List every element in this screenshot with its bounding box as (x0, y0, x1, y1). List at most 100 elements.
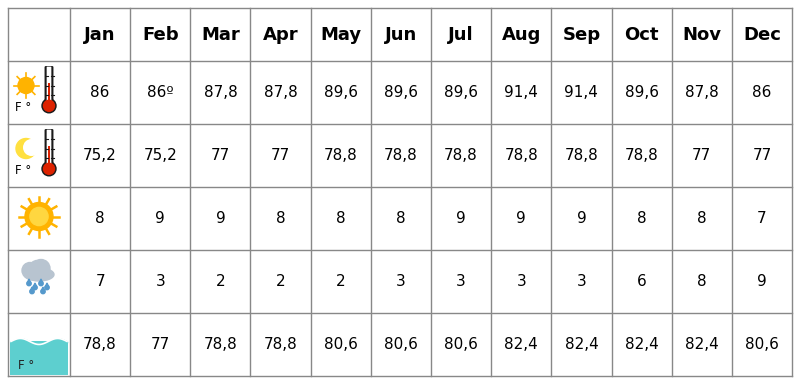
Text: 8: 8 (95, 211, 105, 226)
Text: 91,4: 91,4 (565, 85, 598, 100)
FancyBboxPatch shape (46, 130, 51, 167)
Text: 87,8: 87,8 (264, 85, 298, 100)
Text: 8: 8 (697, 274, 706, 289)
Circle shape (43, 100, 54, 111)
Text: 86: 86 (90, 85, 110, 100)
Text: Mar: Mar (201, 25, 240, 43)
Polygon shape (30, 287, 34, 291)
Circle shape (25, 202, 53, 230)
Text: 8: 8 (697, 211, 706, 226)
Text: 7: 7 (757, 211, 766, 226)
Text: 2: 2 (276, 274, 286, 289)
Text: 91,4: 91,4 (504, 85, 538, 100)
Bar (10, 341, 68, 375)
Text: 78,8: 78,8 (444, 148, 478, 163)
Polygon shape (42, 287, 45, 291)
Polygon shape (34, 283, 37, 286)
Text: 8: 8 (396, 211, 406, 226)
Text: 3: 3 (396, 274, 406, 289)
Text: 80,6: 80,6 (324, 337, 358, 352)
Circle shape (22, 263, 38, 278)
Text: Jan: Jan (84, 25, 116, 43)
Text: 3: 3 (155, 274, 165, 289)
Text: Jun: Jun (385, 25, 417, 43)
Polygon shape (27, 279, 30, 283)
Text: 9: 9 (757, 274, 766, 289)
Text: 78,8: 78,8 (264, 337, 298, 352)
Text: 87,8: 87,8 (685, 85, 718, 100)
FancyBboxPatch shape (46, 67, 51, 104)
Text: 78,8: 78,8 (565, 148, 598, 163)
Text: 2: 2 (336, 274, 346, 289)
Text: 3: 3 (577, 274, 586, 289)
Text: 89,6: 89,6 (625, 85, 658, 100)
Circle shape (42, 99, 56, 113)
Circle shape (33, 285, 38, 290)
Circle shape (16, 139, 36, 159)
Text: 8: 8 (637, 211, 646, 226)
Text: 9: 9 (215, 211, 226, 226)
Text: 80,6: 80,6 (745, 337, 779, 352)
Polygon shape (39, 279, 42, 283)
Text: 8: 8 (276, 211, 286, 226)
Text: 9: 9 (577, 211, 586, 226)
Text: Jul: Jul (448, 25, 474, 43)
Text: Aug: Aug (502, 25, 541, 43)
Circle shape (30, 260, 44, 275)
Text: 82,4: 82,4 (685, 337, 718, 352)
Text: 78,8: 78,8 (83, 337, 117, 352)
Text: 80,6: 80,6 (384, 337, 418, 352)
Text: Oct: Oct (624, 25, 659, 43)
Text: 87,8: 87,8 (203, 85, 238, 100)
FancyBboxPatch shape (45, 66, 54, 107)
Text: F °: F ° (15, 101, 31, 114)
Text: 75,2: 75,2 (143, 148, 177, 163)
Text: 82,4: 82,4 (565, 337, 598, 352)
Text: F °: F ° (15, 164, 31, 177)
Circle shape (38, 281, 43, 286)
Text: 86: 86 (752, 85, 772, 100)
Text: Sep: Sep (562, 25, 601, 43)
Text: Feb: Feb (142, 25, 178, 43)
Text: 8: 8 (336, 211, 346, 226)
Circle shape (42, 162, 56, 176)
Text: 77: 77 (271, 148, 290, 163)
Text: Dec: Dec (743, 25, 781, 43)
Circle shape (32, 260, 50, 278)
Text: F °: F ° (18, 359, 34, 372)
Text: 80,6: 80,6 (444, 337, 478, 352)
Text: 78,8: 78,8 (384, 148, 418, 163)
Text: 78,8: 78,8 (203, 337, 238, 352)
Text: 3: 3 (456, 274, 466, 289)
Ellipse shape (24, 268, 54, 281)
Circle shape (18, 78, 34, 93)
Text: 9: 9 (456, 211, 466, 226)
Text: 77: 77 (752, 148, 771, 163)
Bar (48, 83, 50, 104)
Bar (48, 146, 50, 167)
Circle shape (41, 289, 45, 294)
Text: Apr: Apr (262, 25, 298, 43)
Text: 78,8: 78,8 (324, 148, 358, 163)
Text: 82,4: 82,4 (625, 337, 658, 352)
Text: 78,8: 78,8 (504, 148, 538, 163)
Text: 89,6: 89,6 (324, 85, 358, 100)
Text: 77: 77 (150, 337, 170, 352)
Text: 3: 3 (516, 274, 526, 289)
Text: 6: 6 (637, 274, 646, 289)
FancyBboxPatch shape (45, 129, 54, 170)
Text: 7: 7 (95, 274, 105, 289)
Circle shape (45, 285, 50, 290)
Text: 2: 2 (216, 274, 226, 289)
Text: 75,2: 75,2 (83, 148, 117, 163)
Text: 77: 77 (692, 148, 711, 163)
Text: 86º: 86º (147, 85, 174, 100)
Text: 9: 9 (516, 211, 526, 226)
Text: 77: 77 (210, 148, 230, 163)
Circle shape (43, 163, 54, 174)
Circle shape (30, 289, 34, 294)
Text: Nov: Nov (682, 25, 722, 43)
Text: 89,6: 89,6 (384, 85, 418, 100)
Circle shape (27, 281, 31, 286)
Text: 78,8: 78,8 (625, 148, 658, 163)
